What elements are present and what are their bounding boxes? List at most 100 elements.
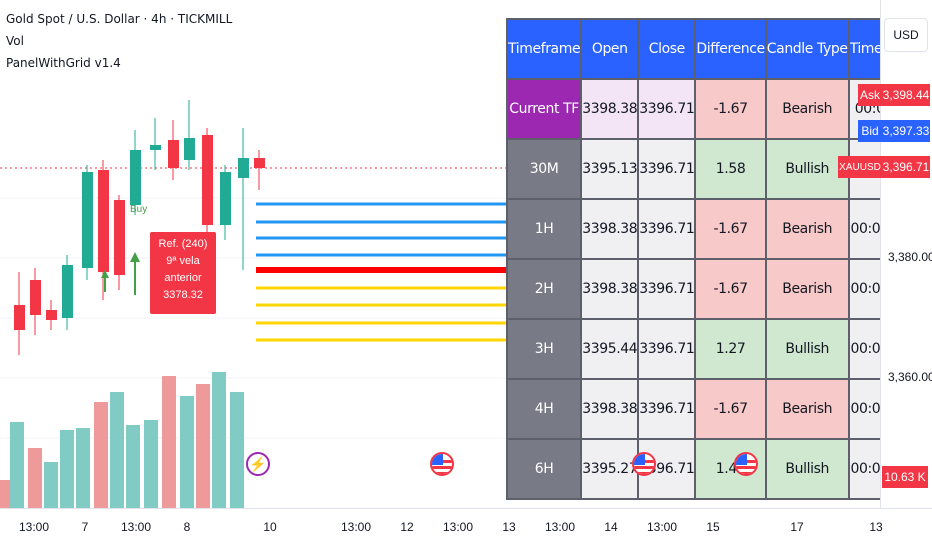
reference-annotation: Ref. (240) 9ª vela anterior 3378.32 <box>150 232 216 314</box>
buy-arrow-icon <box>130 252 140 295</box>
price-axis-label: 3,380.00 <box>888 250 932 264</box>
time-tick: 13:00 <box>646 520 678 534</box>
time-tick: 13:00 <box>18 520 50 534</box>
table-header-row: Timeframe Open Close Difference Candle T… <box>505 18 914 80</box>
volume-bar <box>212 372 226 508</box>
time-tick: 13 <box>502 520 516 534</box>
reference-value: 3378.32 <box>163 289 203 301</box>
us-flag-icon[interactable] <box>734 452 758 476</box>
open-cell: 3398.38 <box>580 378 640 440</box>
volume-bar <box>110 392 124 508</box>
time-tick: 8 <box>183 520 191 534</box>
last-price-tag: 3,396.71 <box>882 156 930 178</box>
us-flag-icon[interactable] <box>632 452 656 476</box>
candle <box>14 272 25 355</box>
open-cell: 3395.13 <box>580 138 640 200</box>
candle <box>184 100 195 170</box>
candle-type-cell: Bearish <box>764 378 850 440</box>
open-cell: 3398.38 <box>580 198 640 260</box>
volume-value-tag: 10.63 K <box>882 466 928 488</box>
volume-bar <box>94 402 108 508</box>
volume-bar <box>10 422 24 508</box>
volume-bar <box>44 462 58 508</box>
candle <box>168 120 179 180</box>
candle-type-cell: Bullish <box>764 438 850 500</box>
candle <box>62 255 73 330</box>
difference-cell: -1.67 <box>694 378 767 440</box>
timeframe-cell: 2H <box>505 258 583 320</box>
candle <box>82 165 93 280</box>
candle-type-cell: Bearish <box>764 78 850 140</box>
time-tick: 13:00 <box>442 520 474 534</box>
candle-type-cell: Bearish <box>764 198 850 260</box>
time-tick: 13:00 <box>544 520 576 534</box>
difference-cell: -1.67 <box>694 198 767 260</box>
candle <box>238 128 249 270</box>
volume-indicator-label[interactable]: Vol <box>6 34 24 48</box>
volume-bar <box>126 425 140 508</box>
candle <box>254 150 265 190</box>
candle <box>130 130 141 215</box>
difference-cell: 1.58 <box>694 138 767 200</box>
buy-arrows <box>101 252 140 295</box>
candle-type-cell: Bullish <box>764 318 850 380</box>
difference-cell: 1.27 <box>694 318 767 380</box>
volume-bar <box>162 376 176 508</box>
open-cell: 3398.38 <box>580 78 640 140</box>
us-flag-icon[interactable] <box>430 452 454 476</box>
ask-price-tag: 3,398.44 <box>882 84 930 106</box>
time-tick: 15 <box>706 520 720 534</box>
close-cell: 3396.71 <box>637 138 697 200</box>
time-tick: 13:00 <box>120 520 152 534</box>
candles <box>14 100 265 355</box>
time-tick: 12 <box>400 520 414 534</box>
buy-label: Buy <box>130 204 147 215</box>
candle <box>202 128 213 240</box>
candle <box>220 165 231 240</box>
volume-bars <box>0 372 244 508</box>
open-cell: 3395.27 <box>580 438 640 500</box>
bid-price-tag: 3,397.33 <box>882 120 930 142</box>
candle <box>150 118 161 170</box>
time-tick: 7 <box>81 520 89 534</box>
candle-type-cell: Bearish <box>764 258 850 320</box>
close-cell: 3396.71 <box>637 318 697 380</box>
timeframe-cell: 4H <box>505 378 583 440</box>
volume-bar <box>230 392 244 508</box>
volume-bar <box>144 420 158 508</box>
ask-label-tag: Ask <box>858 84 882 106</box>
time-tick: 14 <box>604 520 618 534</box>
lightning-icon[interactable]: ⚡ <box>246 452 270 476</box>
time-tick: 17 <box>790 520 804 534</box>
candle-type-cell: Bullish <box>764 138 850 200</box>
symbol-title: Gold Spot / U.S. Dollar · 4h · TICKMILL <box>6 12 233 26</box>
chart-area[interactable]: Buy Gold Spot / U.S. Dollar · 4h · TICKM… <box>0 0 914 508</box>
header-timeframe: Timeframe <box>505 18 583 80</box>
chart-canvas[interactable]: Buy <box>0 0 880 508</box>
close-cell: 3396.71 <box>637 258 697 320</box>
header-close: Close <box>637 18 697 80</box>
candle <box>98 160 109 300</box>
timeframe-cell: 1H <box>505 198 583 260</box>
volume-bar <box>196 384 210 508</box>
volume-bar <box>76 428 90 508</box>
reference-subtitle: 9ª vela anterior <box>164 255 202 284</box>
close-cell: 3396.71 <box>637 198 697 260</box>
buy-arrow-icon <box>101 270 109 292</box>
candle <box>114 195 125 290</box>
bid-label-tag: Bid <box>858 120 882 142</box>
time-tick: 13 <box>869 520 883 534</box>
time-axis[interactable] <box>0 508 932 550</box>
open-cell: 3398.38 <box>580 258 640 320</box>
panel-indicator-label[interactable]: PanelWithGrid v1.4 <box>6 56 121 70</box>
symbol-tag: XAUUSD <box>838 156 882 178</box>
difference-cell: -1.67 <box>694 78 767 140</box>
reference-title: Ref. (240) <box>158 238 208 250</box>
timeframe-cell: Current TF <box>505 78 583 140</box>
currency-button[interactable]: USD <box>884 18 928 52</box>
